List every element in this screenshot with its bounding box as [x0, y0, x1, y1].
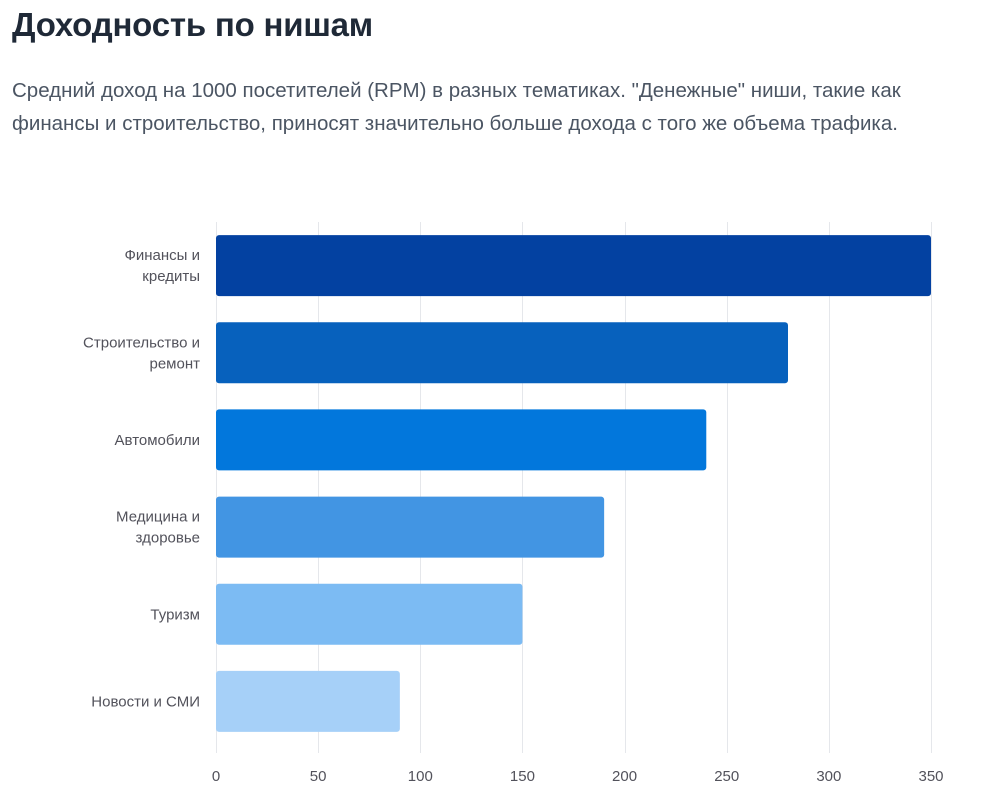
x-tick-label: 300 [816, 768, 841, 785]
category-label: Строительство и ремонт [83, 334, 200, 372]
category-label: Финансы и кредиты [124, 247, 200, 285]
page-title: Доходность по нишам [12, 6, 374, 43]
x-tick-label: 200 [612, 768, 637, 785]
bar[interactable] [216, 409, 707, 471]
category-label: Автомобили [115, 432, 200, 449]
x-tick-label: 350 [918, 768, 943, 785]
bar[interactable] [216, 235, 931, 297]
page-description: Средний доход на 1000 посетителей (RPM) … [12, 79, 901, 135]
bar[interactable] [216, 670, 400, 732]
x-tick-label: 250 [714, 768, 739, 785]
x-tick-label: 50 [310, 768, 327, 785]
x-tick-label: 100 [408, 768, 433, 785]
category-label: Новости и СМИ [91, 693, 200, 710]
category-label: Туризм [150, 606, 200, 623]
bar[interactable] [216, 496, 605, 558]
rpm-bar-chart: 0 50 100 150 200 250 300 350 Финансы и кредиты Стр… [0, 200, 985, 800]
bar[interactable] [216, 583, 523, 645]
x-tick-label: 0 [212, 768, 220, 785]
x-tick-label: 150 [510, 768, 535, 785]
chart-svg: 0 50 100 150 200 250 300 350 Финансы и кредиты Стр… [83, 222, 944, 785]
category-label: Медицина и здоровье [116, 509, 200, 547]
bar[interactable] [216, 322, 788, 384]
